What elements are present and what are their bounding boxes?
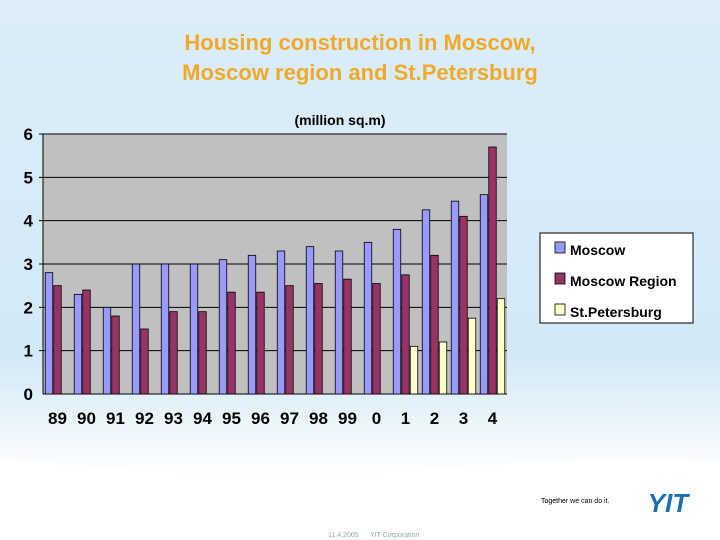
footer-company: YIT Corporation — [370, 532, 420, 539]
bar-moscow-92 — [131, 263, 141, 395]
y-tick-label: 3 — [24, 255, 33, 274]
footer-date: 11.4.2005 — [328, 532, 359, 539]
svg-text:YIT: YIT — [648, 488, 691, 518]
x-tick-label: 96 — [251, 409, 270, 428]
bar-moscow-4 — [479, 194, 489, 395]
x-tick-label: 89 — [48, 409, 67, 428]
bar-moscow-91 — [102, 306, 112, 395]
bar-moscow-region-94 — [198, 311, 207, 395]
bar-st-petersburg-4 — [496, 298, 506, 395]
y-tick-label: 6 — [24, 125, 33, 144]
legend-swatch-st-petersburg — [554, 303, 566, 316]
chart-subtitle: (million sq.m) — [295, 112, 386, 128]
x-tick-label: 90 — [77, 409, 96, 428]
x-tick-label: 94 — [193, 409, 212, 428]
bar-moscow-94 — [189, 263, 199, 395]
slide-title-line-1: Housing construction in Moscow, — [184, 30, 536, 55]
x-tick-label: 91 — [106, 409, 125, 428]
y-tick-label: 5 — [24, 168, 33, 187]
x-tick-label: 99 — [338, 409, 357, 428]
x-tick-label: 97 — [280, 409, 299, 428]
bar-moscow-93 — [160, 263, 170, 395]
bar-moscow-95 — [218, 259, 228, 395]
bar-st-petersburg-1 — [409, 345, 419, 395]
bar-moscow-region-89 — [53, 285, 62, 395]
bar-moscow-96 — [247, 254, 257, 395]
x-tick-label: 1 — [401, 409, 410, 428]
bar-moscow-region-3 — [459, 215, 468, 395]
tagline: Together we can do it. — [541, 498, 610, 505]
legend-label: St.Petersburg — [570, 304, 662, 320]
bar-moscow-99 — [334, 250, 344, 395]
bar-moscow-97 — [276, 250, 286, 395]
bar-moscow-region-93 — [169, 311, 178, 395]
legend-label: Moscow Region — [570, 273, 677, 289]
yit-logo: YIT — [648, 488, 691, 518]
legend-swatch-moscow — [554, 241, 566, 254]
bar-moscow-region-99 — [343, 278, 352, 395]
x-tick-label: 93 — [164, 409, 183, 428]
bar-moscow-0 — [363, 241, 373, 395]
bar-moscow-region-98 — [314, 283, 323, 395]
x-tick-label: 92 — [135, 409, 154, 428]
bar-moscow-2 — [421, 209, 431, 395]
bar-moscow-89 — [44, 272, 54, 395]
slide-title-line-2: Moscow region and St.Petersburg — [182, 60, 538, 85]
bar-moscow-region-97 — [285, 285, 294, 395]
legend-label: Moscow — [570, 242, 625, 258]
x-tick-label: 0 — [372, 409, 381, 428]
y-tick-label: 1 — [24, 342, 33, 361]
y-tick-label: 4 — [24, 212, 34, 231]
bar-moscow-region-4 — [488, 146, 497, 395]
bar-st-petersburg-2 — [438, 341, 448, 395]
bar-moscow-region-95 — [227, 291, 236, 395]
x-tick-label: 95 — [222, 409, 241, 428]
x-tick-label: 4 — [488, 409, 498, 428]
bar-moscow-region-92 — [140, 328, 149, 395]
legend-box — [539, 232, 694, 324]
bar-moscow-98 — [305, 246, 315, 395]
housing-bar-chart: 0 1 2 3 4 5 6 (million sq.m) 89 90 91 92 93 94 95 96 97 9… — [24, 112, 694, 428]
bar-moscow-90 — [73, 293, 83, 395]
bar-moscow-region-0 — [372, 283, 381, 395]
bar-st-petersburg-3 — [467, 317, 477, 395]
legend-swatch-moscow-region — [554, 272, 566, 285]
y-tick-label: 2 — [24, 298, 33, 317]
bar-moscow-1 — [392, 228, 402, 395]
bar-moscow-3 — [450, 200, 460, 395]
bar-moscow-region-96 — [256, 291, 265, 395]
bar-moscow-region-2 — [430, 254, 439, 395]
x-tick-label: 3 — [459, 409, 468, 428]
bar-moscow-region-1 — [401, 274, 410, 395]
bar-moscow-region-91 — [111, 315, 120, 395]
bar-moscow-region-90 — [82, 289, 91, 395]
y-tick-label: 0 — [24, 385, 33, 404]
x-tick-label: 98 — [309, 409, 328, 428]
x-tick-label: 2 — [430, 409, 439, 428]
